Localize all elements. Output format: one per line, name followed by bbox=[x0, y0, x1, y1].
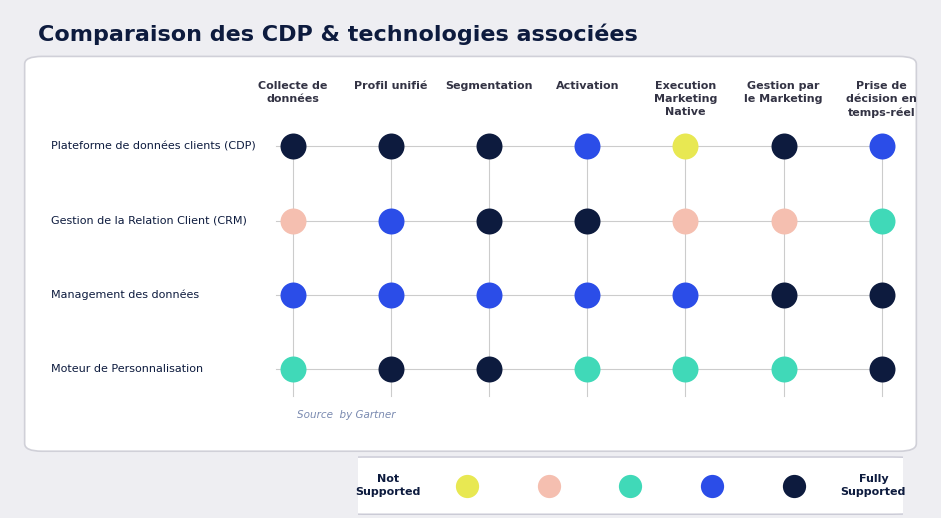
Text: Segmentation: Segmentation bbox=[445, 81, 533, 91]
Text: Collecte de
données: Collecte de données bbox=[259, 81, 327, 104]
Point bbox=[285, 142, 300, 151]
Point bbox=[285, 217, 300, 225]
Text: Comparaison des CDP & technologies associées: Comparaison des CDP & technologies assoc… bbox=[38, 23, 637, 45]
Point bbox=[384, 291, 399, 299]
Point bbox=[384, 365, 399, 373]
Point bbox=[874, 217, 889, 225]
Point bbox=[384, 217, 399, 225]
Point bbox=[705, 482, 720, 490]
Point bbox=[459, 482, 474, 490]
Point bbox=[874, 365, 889, 373]
Point bbox=[580, 291, 595, 299]
Point bbox=[678, 291, 693, 299]
Point bbox=[787, 482, 802, 490]
Point bbox=[623, 482, 638, 490]
Point bbox=[580, 142, 595, 151]
Point bbox=[678, 217, 693, 225]
Point bbox=[285, 365, 300, 373]
Point bbox=[580, 365, 595, 373]
Text: Source  by Gartner: Source by Gartner bbox=[297, 410, 396, 420]
Point bbox=[776, 291, 791, 299]
Point bbox=[874, 291, 889, 299]
Text: Execution
Marketing
Native: Execution Marketing Native bbox=[654, 81, 717, 117]
Point bbox=[678, 365, 693, 373]
FancyBboxPatch shape bbox=[24, 56, 917, 451]
Point bbox=[482, 291, 497, 299]
Text: Moteur de Personnalisation: Moteur de Personnalisation bbox=[51, 364, 202, 374]
Point bbox=[776, 142, 791, 151]
Text: Not
Supported: Not Supported bbox=[355, 474, 421, 497]
Point bbox=[285, 291, 300, 299]
Point bbox=[541, 482, 556, 490]
Point bbox=[678, 142, 693, 151]
Text: Prise de
décision en
temps-réel: Prise de décision en temps-réel bbox=[846, 81, 917, 118]
Point bbox=[482, 217, 497, 225]
Point bbox=[482, 365, 497, 373]
Text: Profil unifié: Profil unifié bbox=[355, 81, 428, 91]
Point bbox=[580, 217, 595, 225]
Text: Gestion de la Relation Client (CRM): Gestion de la Relation Client (CRM) bbox=[51, 215, 247, 226]
Text: Activation: Activation bbox=[555, 81, 619, 91]
Point bbox=[776, 365, 791, 373]
Point bbox=[776, 217, 791, 225]
Point bbox=[482, 142, 497, 151]
Text: Plateforme de données clients (CDP): Plateforme de données clients (CDP) bbox=[51, 141, 255, 151]
FancyBboxPatch shape bbox=[342, 457, 915, 514]
Text: Management des données: Management des données bbox=[51, 290, 199, 300]
Point bbox=[874, 142, 889, 151]
Text: Gestion par
le Marketing: Gestion par le Marketing bbox=[744, 81, 822, 104]
Point bbox=[384, 142, 399, 151]
Text: Fully
Supported: Fully Supported bbox=[840, 474, 906, 497]
